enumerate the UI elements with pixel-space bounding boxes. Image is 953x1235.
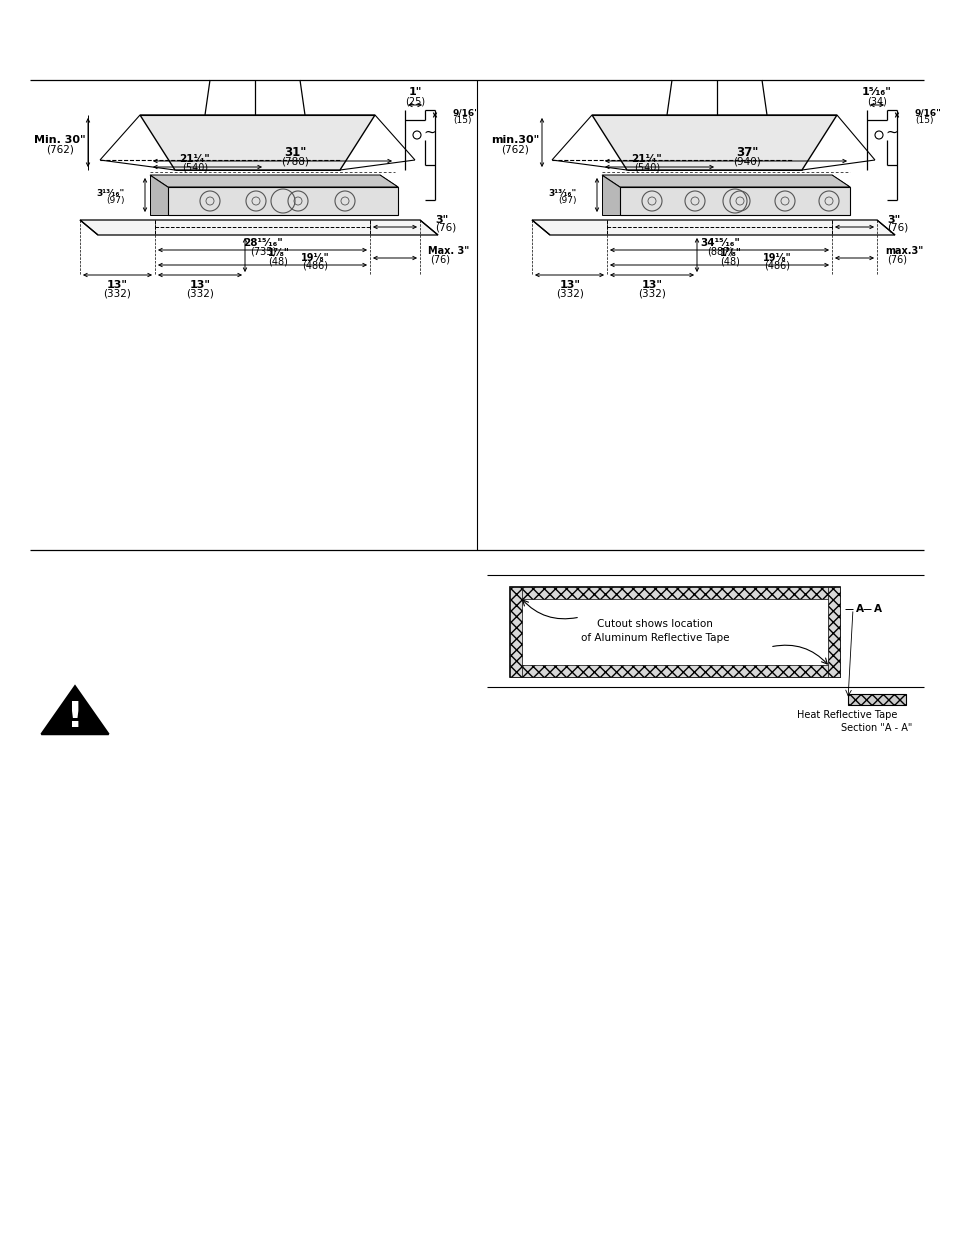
Text: (940): (940) [732,156,760,165]
Text: (332): (332) [186,289,213,299]
Text: 37": 37" [735,147,758,159]
Text: 34¹⁵⁄₁₆": 34¹⁵⁄₁₆" [700,238,740,248]
Text: 21¹⁄₄": 21¹⁄₄" [179,154,211,164]
Text: 3": 3" [435,215,448,225]
Text: Max. 3": Max. 3" [428,246,469,256]
Polygon shape [150,175,397,186]
Text: (788): (788) [281,156,309,165]
Text: 13": 13" [558,280,579,290]
Text: (76): (76) [430,254,450,266]
Text: (735): (735) [250,247,275,257]
Text: 3¹³⁄₁₆": 3¹³⁄₁₆" [548,189,577,198]
Text: (76): (76) [435,224,456,233]
Bar [847,694,905,705]
Text: (97): (97) [107,196,125,205]
Polygon shape [140,115,375,170]
Polygon shape [80,220,437,235]
Bar [510,587,521,677]
Text: (540): (540) [634,162,659,172]
Polygon shape [41,687,109,734]
Text: (48): (48) [268,257,288,267]
Text: 31": 31" [283,147,306,159]
Text: (76): (76) [886,224,907,233]
Text: (762): (762) [500,144,528,154]
Text: Min. 30": Min. 30" [34,135,86,144]
Text: (15): (15) [453,116,471,126]
Text: (34): (34) [866,96,886,106]
Text: max.3": max.3" [884,246,923,256]
Text: A: A [873,604,882,614]
Text: 13": 13" [107,280,128,290]
Polygon shape [592,115,836,170]
Polygon shape [168,186,397,215]
Text: (48): (48) [720,257,740,267]
Text: (486): (486) [763,261,789,270]
Text: of Aluminum Reflective Tape: of Aluminum Reflective Tape [580,634,728,643]
Polygon shape [619,186,849,215]
Text: Cutout shows location: Cutout shows location [597,619,712,629]
Text: (540): (540) [182,162,208,172]
Text: Heat Reflective Tape: Heat Reflective Tape [796,710,896,720]
Text: 3¹³⁄₁₆": 3¹³⁄₁₆" [96,189,125,198]
Text: (97): (97) [558,196,577,205]
Text: 19¹⁄₈": 19¹⁄₈" [300,253,329,263]
Text: (332): (332) [103,289,131,299]
Text: 1⁷⁄₈": 1⁷⁄₈" [720,248,741,258]
Text: 3": 3" [886,215,900,225]
Text: ~: ~ [423,125,436,140]
Text: 13": 13" [190,280,211,290]
Text: 1⁵⁄₁₆": 1⁵⁄₁₆" [862,86,891,98]
Text: min.30": min.30" [491,135,538,144]
Bar [827,587,840,677]
Text: (332): (332) [556,289,583,299]
Polygon shape [601,175,619,215]
Text: (887): (887) [706,247,732,257]
Polygon shape [532,220,894,235]
Text: 28¹⁵⁄₁₆": 28¹⁵⁄₁₆" [243,238,283,248]
Bar [510,587,840,677]
Bar [510,587,840,599]
Polygon shape [379,175,397,215]
Text: (25): (25) [404,96,425,106]
Text: A: A [855,604,863,614]
Polygon shape [150,175,168,215]
Text: (76): (76) [886,254,906,266]
Bar [510,664,840,677]
Polygon shape [831,175,849,215]
Text: (15): (15) [914,116,933,126]
Text: (332): (332) [638,289,665,299]
Text: 13": 13" [640,280,661,290]
Text: 19¹⁄₈": 19¹⁄₈" [761,253,790,263]
Text: 21¹⁄₄": 21¹⁄₄" [631,154,661,164]
Text: (762): (762) [46,144,74,154]
Text: 1": 1" [408,86,421,98]
Text: (486): (486) [302,261,328,270]
Text: Section "A - A": Section "A - A" [841,722,912,734]
Text: 9/16": 9/16" [453,109,479,117]
Text: ~: ~ [884,125,898,140]
Text: 1⁷⁄₈": 1⁷⁄₈" [268,248,290,258]
Text: !: ! [67,700,83,734]
Polygon shape [601,175,849,186]
Text: 9/16": 9/16" [914,109,941,117]
